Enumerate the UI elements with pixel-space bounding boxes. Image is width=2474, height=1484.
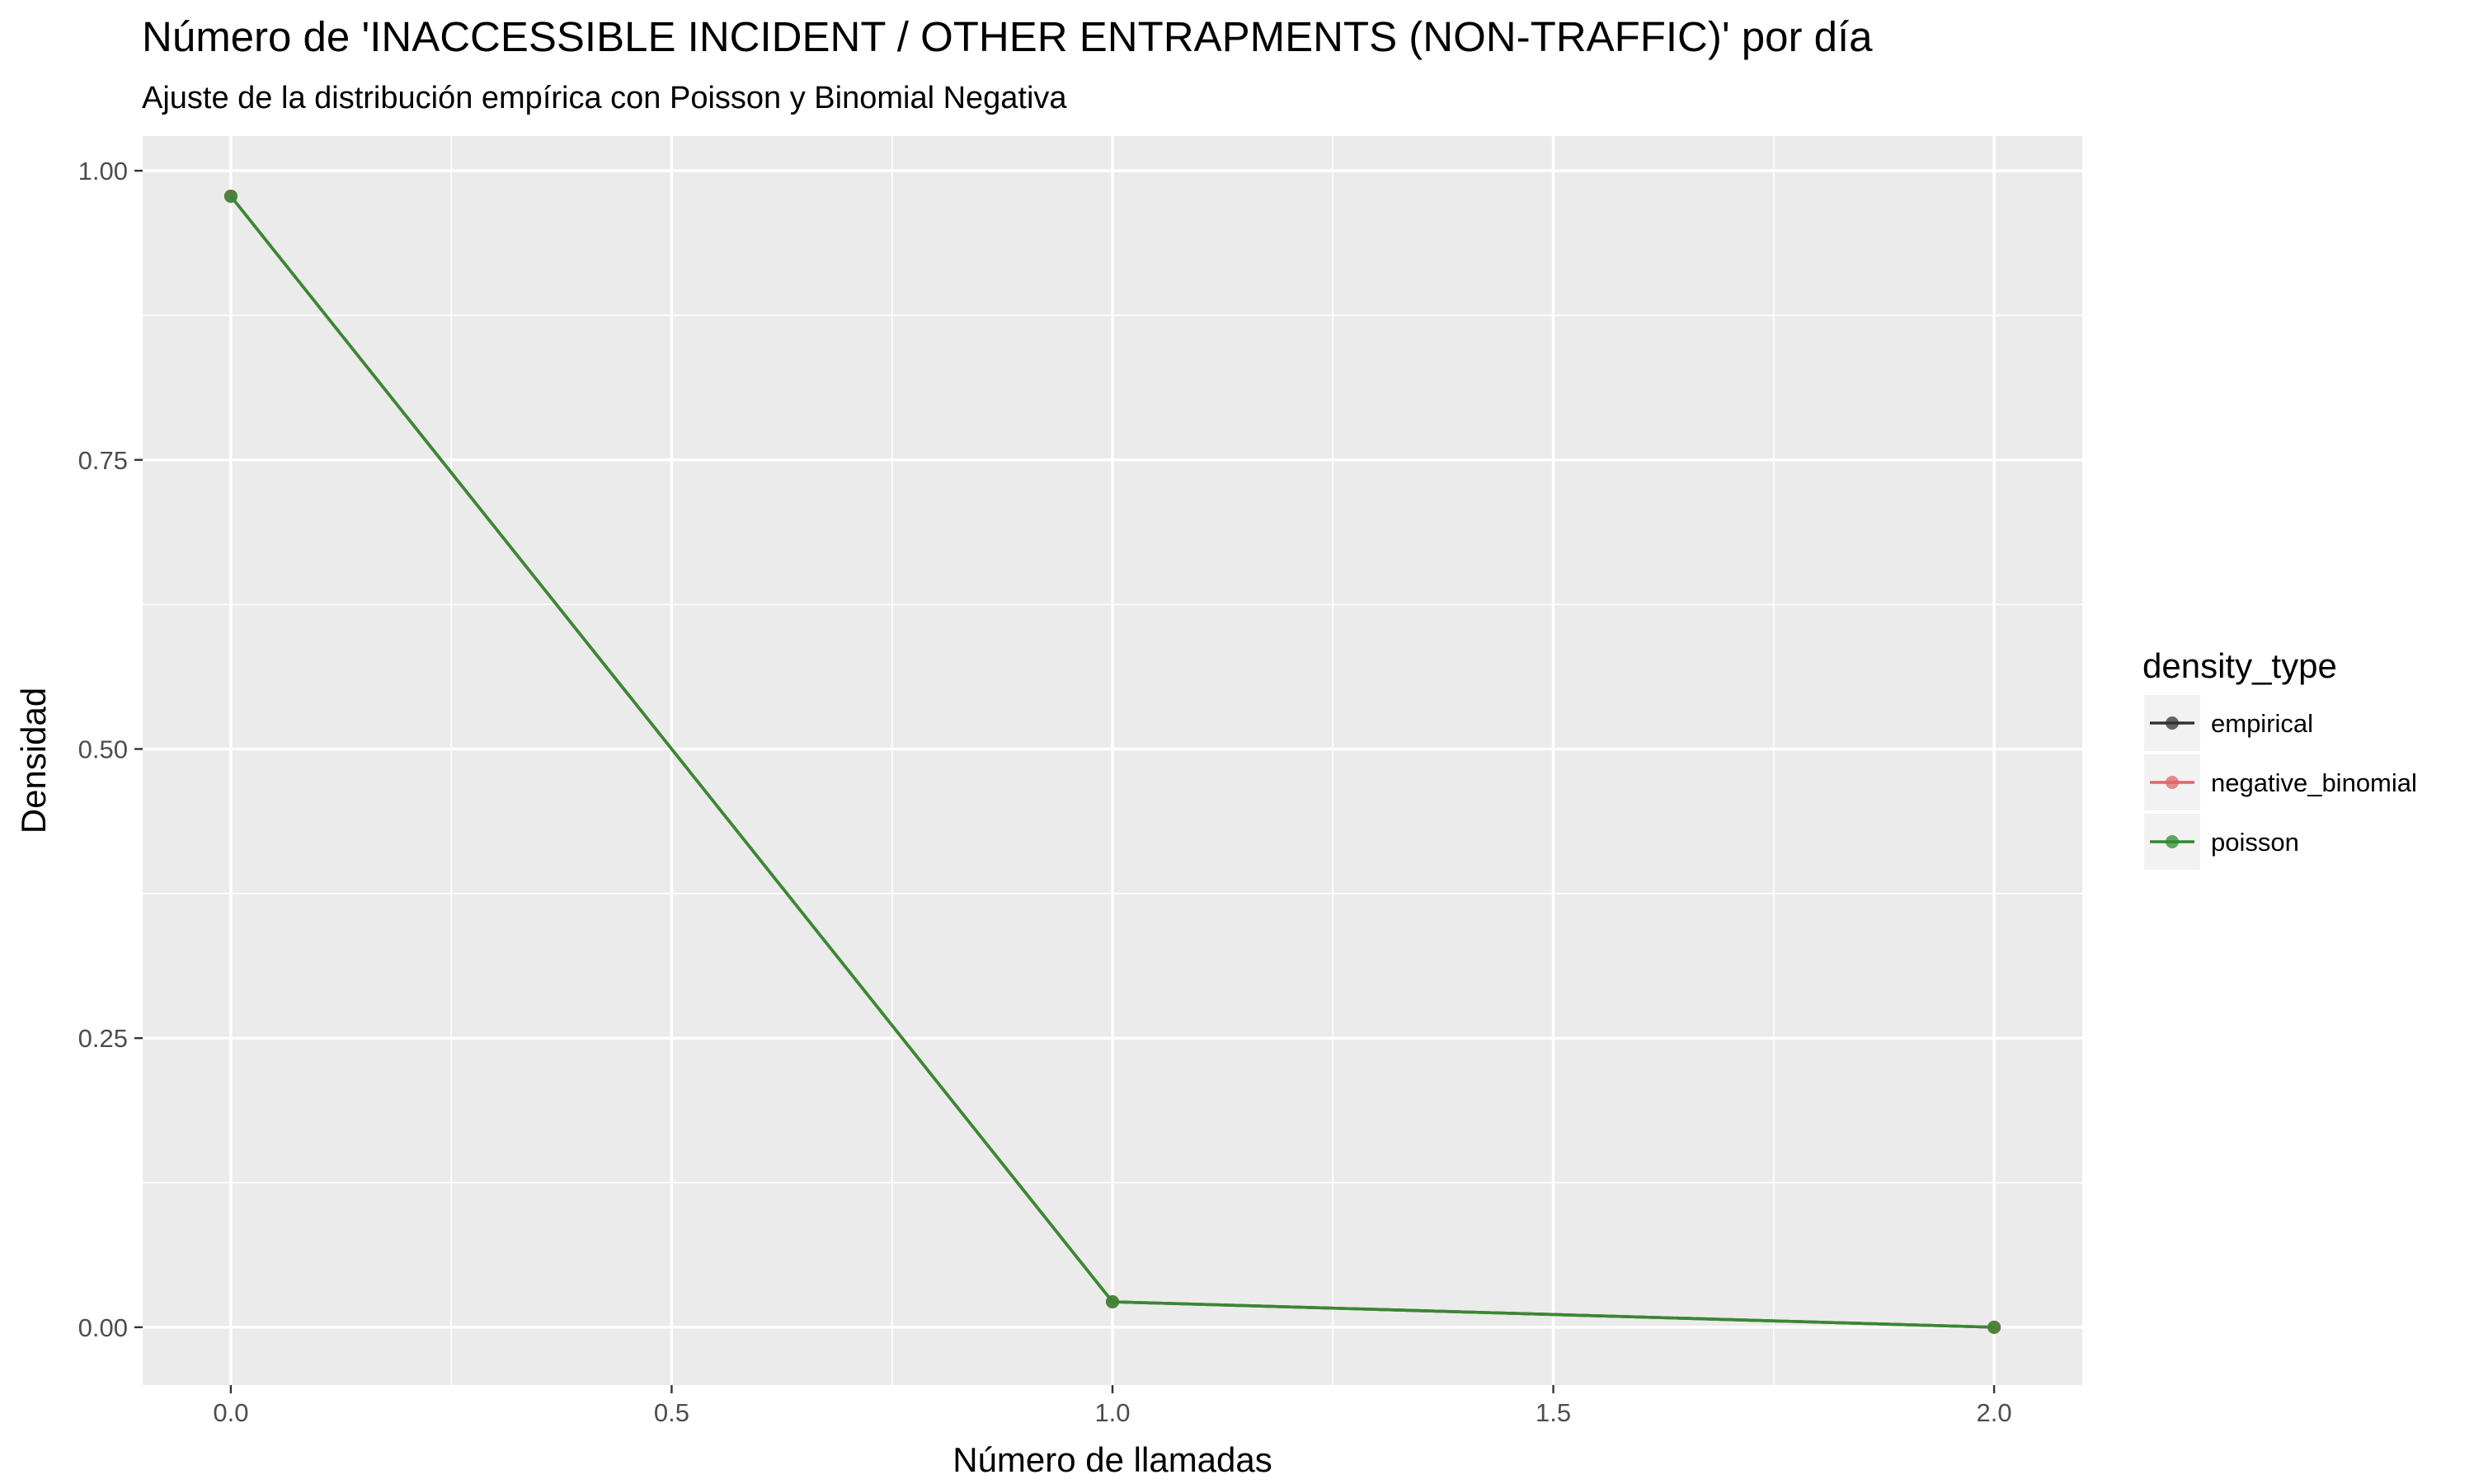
legend-label: empirical — [2211, 709, 2313, 738]
series-layer — [223, 189, 2001, 1334]
y-tick-label: 1.00 — [78, 157, 128, 186]
legend: density_type empirical negative_binomialp… — [2142, 646, 2417, 870]
data-point — [1987, 1320, 2001, 1334]
data-point — [1106, 1295, 1119, 1308]
data-point — [223, 189, 238, 203]
legend-item: empirical — [2144, 695, 2313, 751]
y-tick-label: 0.50 — [78, 735, 128, 763]
y-axis-tick-labels: 0.00 0.25 0.50 0.75 1.00 — [78, 157, 128, 1342]
chart-title: Número de 'INACCESSIBLE INCIDENT / OTHER… — [142, 13, 1873, 60]
legend-label: negative_binomial — [2211, 768, 2417, 797]
legend-key-point — [2166, 716, 2179, 730]
legend-label: poisson — [2211, 828, 2299, 857]
axis-ticks — [134, 169, 1996, 1393]
x-tick-label: 1.5 — [1536, 1398, 1571, 1427]
legend-key-point — [2166, 776, 2179, 789]
series-poisson — [223, 189, 2001, 1334]
x-axis-title: Número de llamadas — [952, 1440, 1272, 1479]
legend-key-point — [2166, 835, 2179, 848]
x-tick-label: 0.5 — [654, 1398, 689, 1427]
y-tick-label: 0.00 — [78, 1313, 128, 1342]
chart-subtitle: Ajuste de la distribución empírica con P… — [142, 81, 1067, 115]
x-tick-label: 1.0 — [1094, 1398, 1130, 1427]
major-gridlines — [143, 136, 2082, 1385]
y-tick-label: 0.75 — [78, 446, 128, 475]
x-axis-tick-labels: 0.0 0.5 1.0 1.5 2.0 — [213, 1398, 2011, 1427]
y-tick-label: 0.25 — [78, 1024, 128, 1053]
x-tick-label: 2.0 — [1977, 1398, 2012, 1427]
legend-item: poisson — [2144, 814, 2299, 870]
x-tick-label: 0.0 — [213, 1398, 248, 1427]
y-axis-title: Densidad — [14, 688, 53, 834]
legend-item: negative_binomial — [2144, 754, 2417, 810]
legend-title: density_type — [2142, 646, 2337, 685]
